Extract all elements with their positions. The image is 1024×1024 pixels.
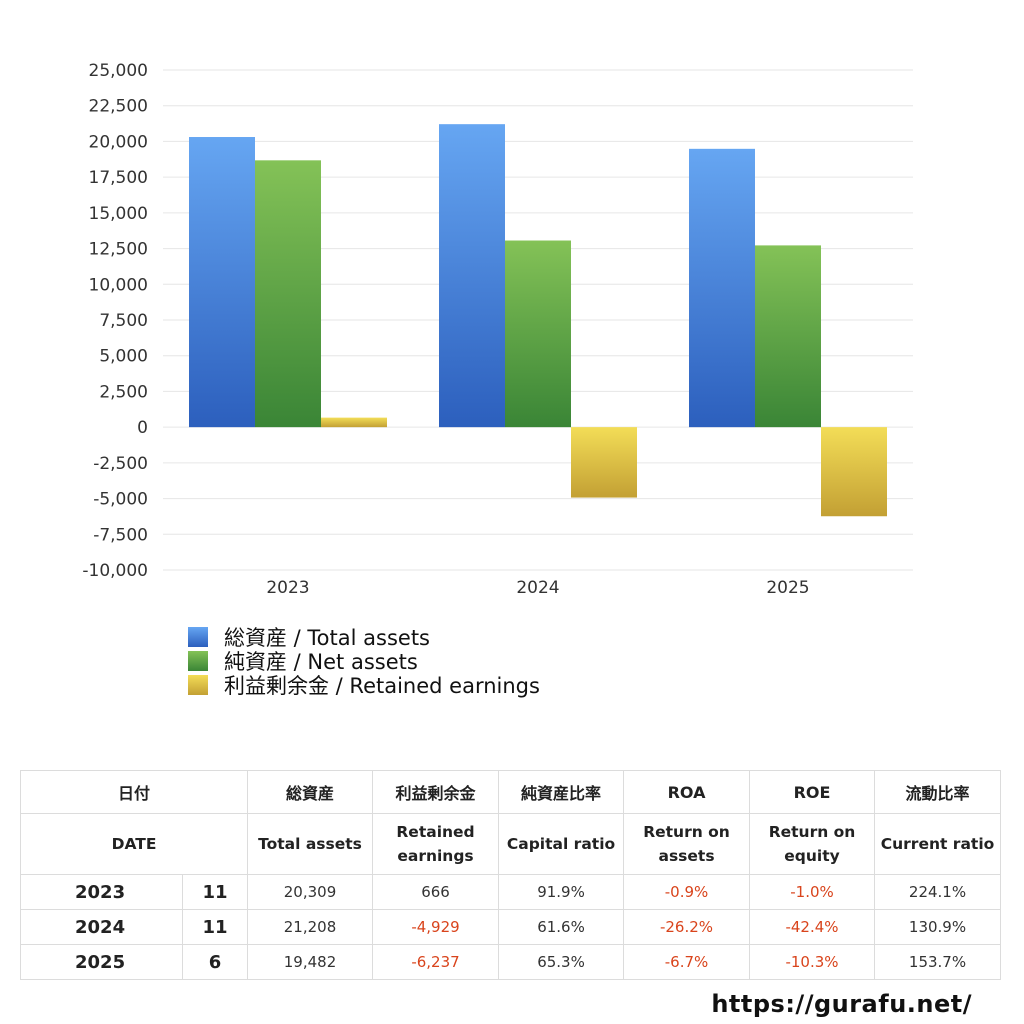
- bars: [189, 124, 887, 517]
- y-tick-label: 20,000: [89, 132, 148, 152]
- legend: 総資産 / Total assets 純資産 / Net assets 利益剰余…: [188, 625, 540, 698]
- header-en-retained-earnings: Retained earnings: [372, 813, 500, 875]
- legend-swatch-retained-earnings: [188, 675, 208, 695]
- cell-current-ratio: 153.7%: [874, 944, 1002, 980]
- table-row: 2024 11 21,208 -4,929 61.6% -26.2% -42.4…: [20, 909, 1002, 945]
- row-month: 6: [181, 944, 249, 980]
- header-en-roa: Return on assets: [623, 813, 751, 875]
- y-tick-label: -10,000: [82, 561, 148, 581]
- y-tick-label: 7,500: [99, 311, 148, 331]
- table-row: 2023 11 20,309 666 91.9% -0.9% -1.0% 224…: [20, 874, 1002, 910]
- cell-roe: -42.4%: [749, 909, 876, 945]
- y-tick-label: 17,500: [89, 168, 148, 188]
- y-tick-label: 5,000: [99, 347, 148, 367]
- bar-net-assets: [755, 245, 821, 428]
- cell-roa: -6.7%: [623, 944, 751, 980]
- row-month: 11: [181, 874, 249, 910]
- cell-retained-earnings: -4,929: [372, 909, 500, 945]
- header-en-current-ratio: Current ratio: [874, 813, 1002, 875]
- x-tick-label: 2025: [766, 578, 809, 598]
- header-row-en: DATE Total assets Retained earnings Capi…: [19, 813, 1002, 875]
- y-tick-label: 25,000: [89, 61, 148, 81]
- x-axis-ticks: 2023 2024 2025: [266, 578, 809, 598]
- bar-total-assets: [189, 137, 255, 428]
- bar-retained-earnings: [571, 427, 637, 498]
- site-url[interactable]: https://gurafu.net/: [711, 990, 972, 1018]
- cell-current-ratio: 130.9%: [874, 909, 1002, 945]
- header-row-ja: 日付 総資産 利益剰余金 純資産比率 ROA ROE 流動比率: [19, 770, 1002, 814]
- bar-retained-earnings: [321, 417, 387, 428]
- bar-total-assets: [439, 124, 505, 428]
- row-month: 11: [181, 909, 249, 945]
- cell-capital-ratio: 65.3%: [498, 944, 625, 980]
- cell-retained-earnings: -6,237: [372, 944, 500, 980]
- row-year: 2023: [20, 874, 183, 910]
- cell-roe: -10.3%: [749, 944, 876, 980]
- cell-roe: -1.0%: [749, 874, 876, 910]
- header-ja-date: 日付: [19, 770, 249, 814]
- cell-capital-ratio: 91.9%: [498, 874, 625, 910]
- header-ja-roa: ROA: [623, 770, 751, 814]
- legend-label-total-assets: 総資産 / Total assets: [224, 626, 430, 650]
- financial-table: 日付 総資産 利益剰余金 純資産比率 ROA ROE 流動比率 DATE Tot…: [19, 770, 1002, 980]
- cell-total-assets: 19,482: [247, 944, 374, 980]
- y-tick-label: -2,500: [93, 454, 148, 474]
- bar-total-assets: [689, 148, 755, 428]
- row-year: 2024: [20, 909, 183, 945]
- y-tick-label: 12,500: [89, 240, 148, 260]
- cell-current-ratio: 224.1%: [874, 874, 1002, 910]
- bar-net-assets: [505, 240, 571, 428]
- legend-item-net-assets: 純資産 / Net assets: [188, 649, 540, 674]
- y-axis-ticks: 25,000 22,500 20,000 17,500 15,000 12,500 10,0…: [82, 61, 148, 581]
- header-en-total-assets: Total assets: [247, 813, 374, 875]
- bar-retained-earnings: [821, 427, 887, 517]
- y-tick-label: 15,000: [89, 204, 148, 224]
- row-year: 2025: [20, 944, 183, 980]
- x-tick-label: 2023: [266, 578, 309, 598]
- cell-total-assets: 20,309: [247, 874, 374, 910]
- legend-item-retained-earnings: 利益剰余金 / Retained earnings: [188, 673, 540, 698]
- legend-swatch-net-assets: [188, 651, 208, 671]
- legend-item-total-assets: 総資産 / Total assets: [188, 625, 540, 650]
- y-tick-label: -7,500: [93, 525, 148, 545]
- header-en-roe: Return on equity: [749, 813, 876, 875]
- bar-net-assets: [255, 160, 321, 428]
- cell-roa: -0.9%: [623, 874, 751, 910]
- y-tick-label: 22,500: [89, 97, 148, 117]
- y-tick-label: 0: [137, 418, 148, 438]
- bar-chart: 25,000 22,500 20,000 17,500 15,000 12,500 10,0…: [82, 61, 913, 598]
- y-tick-label: 10,000: [89, 275, 148, 295]
- legend-label-retained-earnings: 利益剰余金 / Retained earnings: [224, 674, 540, 698]
- header-ja-capital-ratio: 純資産比率: [498, 770, 625, 814]
- cell-total-assets: 21,208: [247, 909, 374, 945]
- header-en-date: DATE: [19, 813, 249, 875]
- header-ja-retained-earnings: 利益剰余金: [372, 770, 500, 814]
- y-tick-label: -5,000: [93, 490, 148, 510]
- cell-roa: -26.2%: [623, 909, 751, 945]
- legend-label-net-assets: 純資産 / Net assets: [224, 650, 418, 674]
- table-row: 2025 6 19,482 -6,237 65.3% -6.7% -10.3% …: [20, 944, 1002, 980]
- y-tick-label: 2,500: [99, 382, 148, 402]
- header-en-capital-ratio: Capital ratio: [498, 813, 625, 875]
- header-ja-roe: ROE: [749, 770, 876, 814]
- x-tick-label: 2024: [516, 578, 559, 598]
- cell-retained-earnings: 666: [372, 874, 500, 910]
- header-ja-current-ratio: 流動比率: [874, 770, 1002, 814]
- legend-swatch-total-assets: [188, 627, 208, 647]
- cell-capital-ratio: 61.6%: [498, 909, 625, 945]
- header-ja-total-assets: 総資産: [247, 770, 374, 814]
